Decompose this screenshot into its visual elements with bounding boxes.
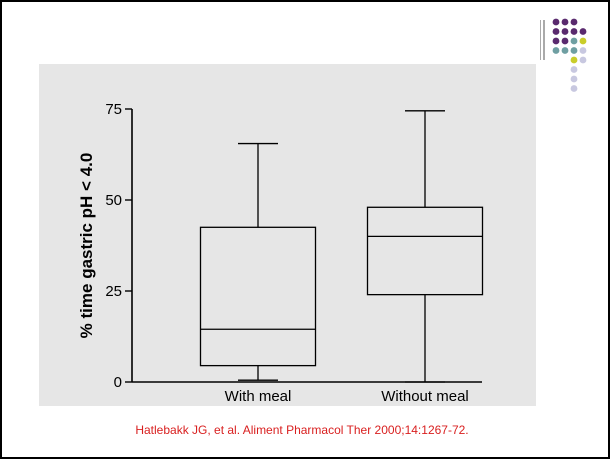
decorative-dot	[552, 28, 560, 35]
iqr-box	[199, 226, 317, 367]
decorative-dot	[552, 18, 560, 26]
decorative-dot	[570, 56, 578, 64]
decorative-dot	[570, 75, 578, 83]
decorative-dot	[570, 18, 578, 26]
decorative-dot	[579, 47, 587, 54]
decorative-dot	[561, 37, 569, 45]
y-axis-label: % time gastric pH < 4.0	[77, 153, 96, 339]
decorative-dot	[561, 28, 569, 35]
y-tick-label: 50	[105, 192, 122, 209]
decorative-dot	[579, 56, 587, 64]
x-category-label: With meal	[225, 388, 292, 405]
decorative-dot	[570, 28, 578, 35]
decorative-dot	[570, 47, 578, 54]
decorative-dot	[552, 47, 560, 54]
x-category-label: Without meal	[381, 388, 469, 405]
decorative-dot	[561, 18, 569, 26]
y-tick-label: 25	[105, 283, 122, 300]
decorative-dot-grid-icon	[540, 18, 587, 92]
decorative-dot	[570, 37, 578, 45]
decorative-dot	[570, 66, 578, 73]
citation-text: Hatlebakk JG, et al. Aliment Pharmacol T…	[135, 423, 469, 437]
iqr-box	[366, 206, 484, 296]
y-tick-label: 75	[105, 101, 122, 118]
decorative-dot	[561, 47, 569, 54]
decorative-dot	[579, 37, 587, 45]
decorative-dot	[552, 37, 560, 45]
plot-panel	[39, 64, 536, 406]
decorative-dot	[579, 28, 587, 35]
y-tick-label: 0	[114, 374, 122, 391]
decorative-dot	[570, 85, 578, 92]
